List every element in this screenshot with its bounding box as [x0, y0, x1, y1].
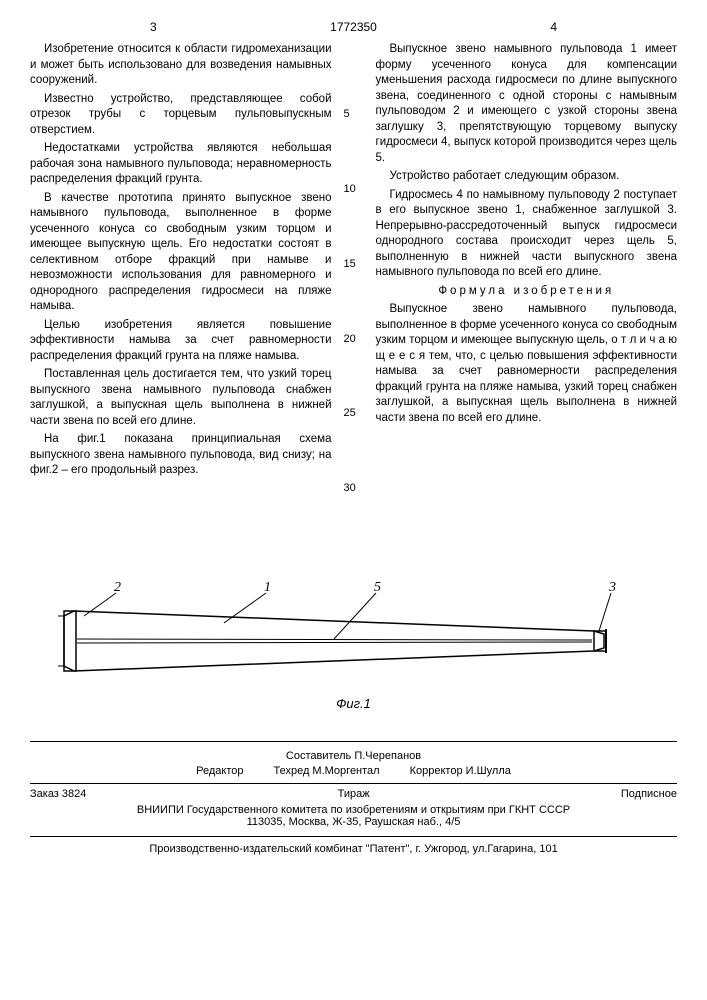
subscription: Подписное — [621, 788, 677, 800]
patent-number: 1772350 — [157, 20, 551, 34]
left-column: Изобретение относится к области гидромех… — [30, 42, 332, 556]
svg-text:2: 2 — [114, 581, 121, 595]
compiler: Составитель П.Черепанов — [286, 750, 421, 762]
line-num: 25 — [344, 406, 364, 421]
line-num: 20 — [344, 332, 364, 347]
footer: Составитель П.Черепанов Редактор Техред … — [30, 741, 677, 855]
para: На фиг.1 показана принципиальная схема в… — [30, 432, 332, 479]
editor-label: Редактор — [196, 765, 243, 777]
svg-text:5: 5 — [374, 581, 381, 595]
figure-1: 2 1 5 3 Фиг.1 — [30, 581, 677, 711]
formula-heading: Формула изобретения — [376, 284, 678, 300]
para: Недостатками устройства являются небольш… — [30, 141, 332, 188]
para: Выпускное звено намывного пульповода 1 и… — [376, 42, 678, 166]
line-num: 30 — [344, 481, 364, 496]
para: Устройство работает следующим образом. — [376, 169, 678, 185]
tirazh: Тираж — [338, 788, 370, 800]
para: Изобретение относится к области гидромех… — [30, 42, 332, 89]
svg-text:1: 1 — [264, 581, 271, 595]
figure-caption: Фиг.1 — [30, 696, 677, 711]
publisher: Производственно-издательский комбинат "П… — [149, 843, 557, 855]
page-num-right: 4 — [550, 20, 557, 34]
figure-svg: 2 1 5 3 — [34, 581, 674, 691]
line-num: 10 — [344, 182, 364, 197]
org-address: 113035, Москва, Ж-35, Раушская наб., 4/5 — [247, 816, 461, 828]
line-num: 5 — [344, 107, 364, 122]
tehred: Техред М.Моргентал — [273, 765, 379, 777]
page-num-left: 3 — [150, 20, 157, 34]
text-columns: Изобретение относится к области гидромех… — [30, 42, 677, 556]
right-column: Выпускное звено намывного пульповода 1 и… — [376, 42, 678, 556]
order-num: Заказ 3824 — [30, 788, 86, 800]
para: Гидросмесь 4 по намывному пульповоду 2 п… — [376, 188, 678, 281]
para: В качестве прототипа принято выпускное з… — [30, 191, 332, 315]
line-num: 15 — [344, 257, 364, 272]
page-header: 3 1772350 4 — [30, 20, 677, 34]
para: Выпускное звено намывного пульповода, вы… — [376, 302, 678, 426]
org-name: ВНИИПИ Государственного комитета по изоб… — [137, 804, 570, 816]
para: Известно устройство, представляющее собо… — [30, 92, 332, 139]
svg-text:3: 3 — [608, 581, 616, 595]
para: Поставленная цель достигается тем, что у… — [30, 367, 332, 429]
para: Целью изобретения является повышение эфф… — [30, 318, 332, 365]
corrector: Корректор И.Шулла — [410, 765, 511, 777]
line-number-gutter: 5 10 15 20 25 30 — [344, 42, 364, 556]
